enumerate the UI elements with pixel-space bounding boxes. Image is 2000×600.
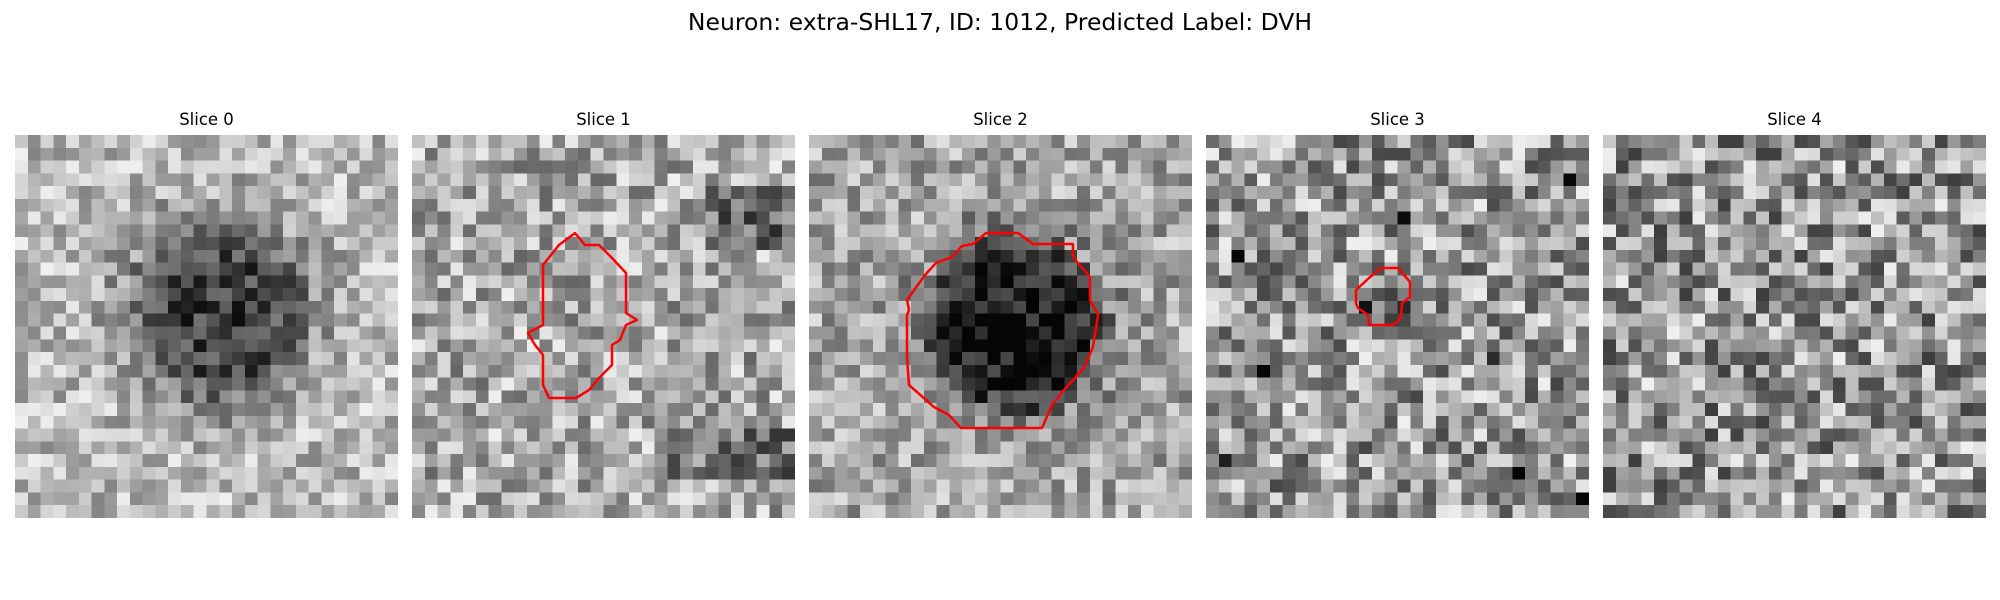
slice-panel-1: Slice 1 [412, 110, 795, 518]
slice-title-2: Slice 2 [809, 110, 1192, 135]
slice-image-0 [15, 135, 398, 518]
slice-title-0: Slice 0 [15, 110, 398, 135]
roi-contour-2 [809, 135, 1192, 518]
slice-title-1: Slice 1 [412, 110, 795, 135]
slice-panel-2: Slice 2 [809, 110, 1192, 518]
roi-contour-1 [412, 135, 795, 518]
slice-panel-0: Slice 0 [15, 110, 398, 518]
slice-title-3: Slice 3 [1206, 110, 1589, 135]
slice-panel-4: Slice 4 [1603, 110, 1986, 518]
figure-title: Neuron: extra-SHL17, ID: 1012, Predicted… [0, 8, 2000, 36]
slice-title-4: Slice 4 [1603, 110, 1986, 135]
slice-image-4 [1603, 135, 1986, 518]
slice-panel-3: Slice 3 [1206, 110, 1589, 518]
roi-contour-3 [1206, 135, 1589, 518]
